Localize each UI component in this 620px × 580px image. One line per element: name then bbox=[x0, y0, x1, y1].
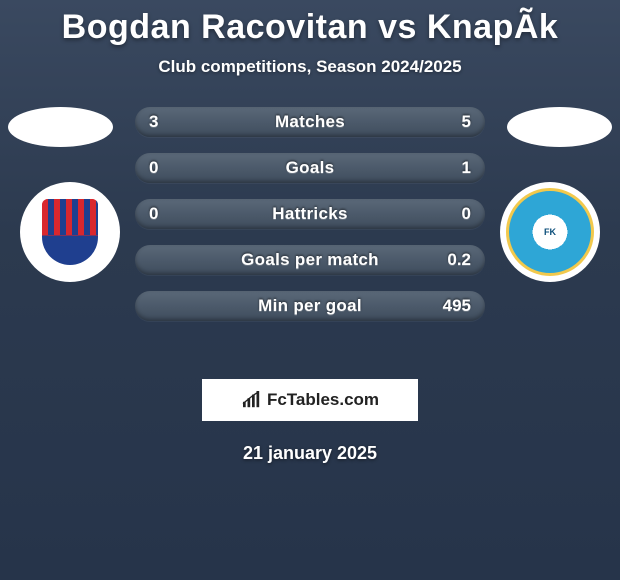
stat-row-hattricks: 0 Hattricks 0 bbox=[135, 199, 485, 229]
stat-row-mpg: Min per goal 495 bbox=[135, 291, 485, 321]
club-left-badge bbox=[42, 199, 98, 265]
bar-chart-icon bbox=[241, 391, 263, 409]
stat-row-goals: 0 Goals 1 bbox=[135, 153, 485, 183]
stat-label: Matches bbox=[275, 112, 345, 132]
stat-label: Hattricks bbox=[272, 204, 347, 224]
stat-row-gpm: Goals per match 0.2 bbox=[135, 245, 485, 275]
stat-left-value: 0 bbox=[149, 204, 158, 224]
stat-right-value: 495 bbox=[443, 296, 471, 316]
player-left-silhouette bbox=[8, 107, 113, 147]
club-right-badge: FK bbox=[506, 188, 594, 276]
comparison-content: FK 3 Matches 5 0 Goals 1 0 Hattricks 0 G… bbox=[0, 107, 620, 367]
page-subtitle: Club competitions, Season 2024/2025 bbox=[0, 57, 620, 77]
brand-box[interactable]: FcTables.com bbox=[202, 379, 418, 421]
stat-left-value: 0 bbox=[149, 158, 158, 178]
stat-label: Min per goal bbox=[258, 296, 362, 316]
stat-right-value: 0 bbox=[462, 204, 471, 224]
stat-right-value: 0.2 bbox=[447, 250, 471, 270]
stat-row-matches: 3 Matches 5 bbox=[135, 107, 485, 137]
date-label: 21 january 2025 bbox=[0, 443, 620, 464]
stat-right-value: 1 bbox=[462, 158, 471, 178]
brand-text: FcTables.com bbox=[267, 390, 379, 410]
club-right-logo: FK bbox=[500, 182, 600, 282]
stat-label: Goals bbox=[286, 158, 335, 178]
player-right-silhouette bbox=[507, 107, 612, 147]
stat-left-value: 3 bbox=[149, 112, 158, 132]
club-left-logo bbox=[20, 182, 120, 282]
stat-label: Goals per match bbox=[241, 250, 379, 270]
stat-right-value: 5 bbox=[462, 112, 471, 132]
page-title: Bogdan Racovitan vs KnapÃ­k bbox=[0, 0, 620, 47]
stats-bars: 3 Matches 5 0 Goals 1 0 Hattricks 0 Goal… bbox=[135, 107, 485, 337]
